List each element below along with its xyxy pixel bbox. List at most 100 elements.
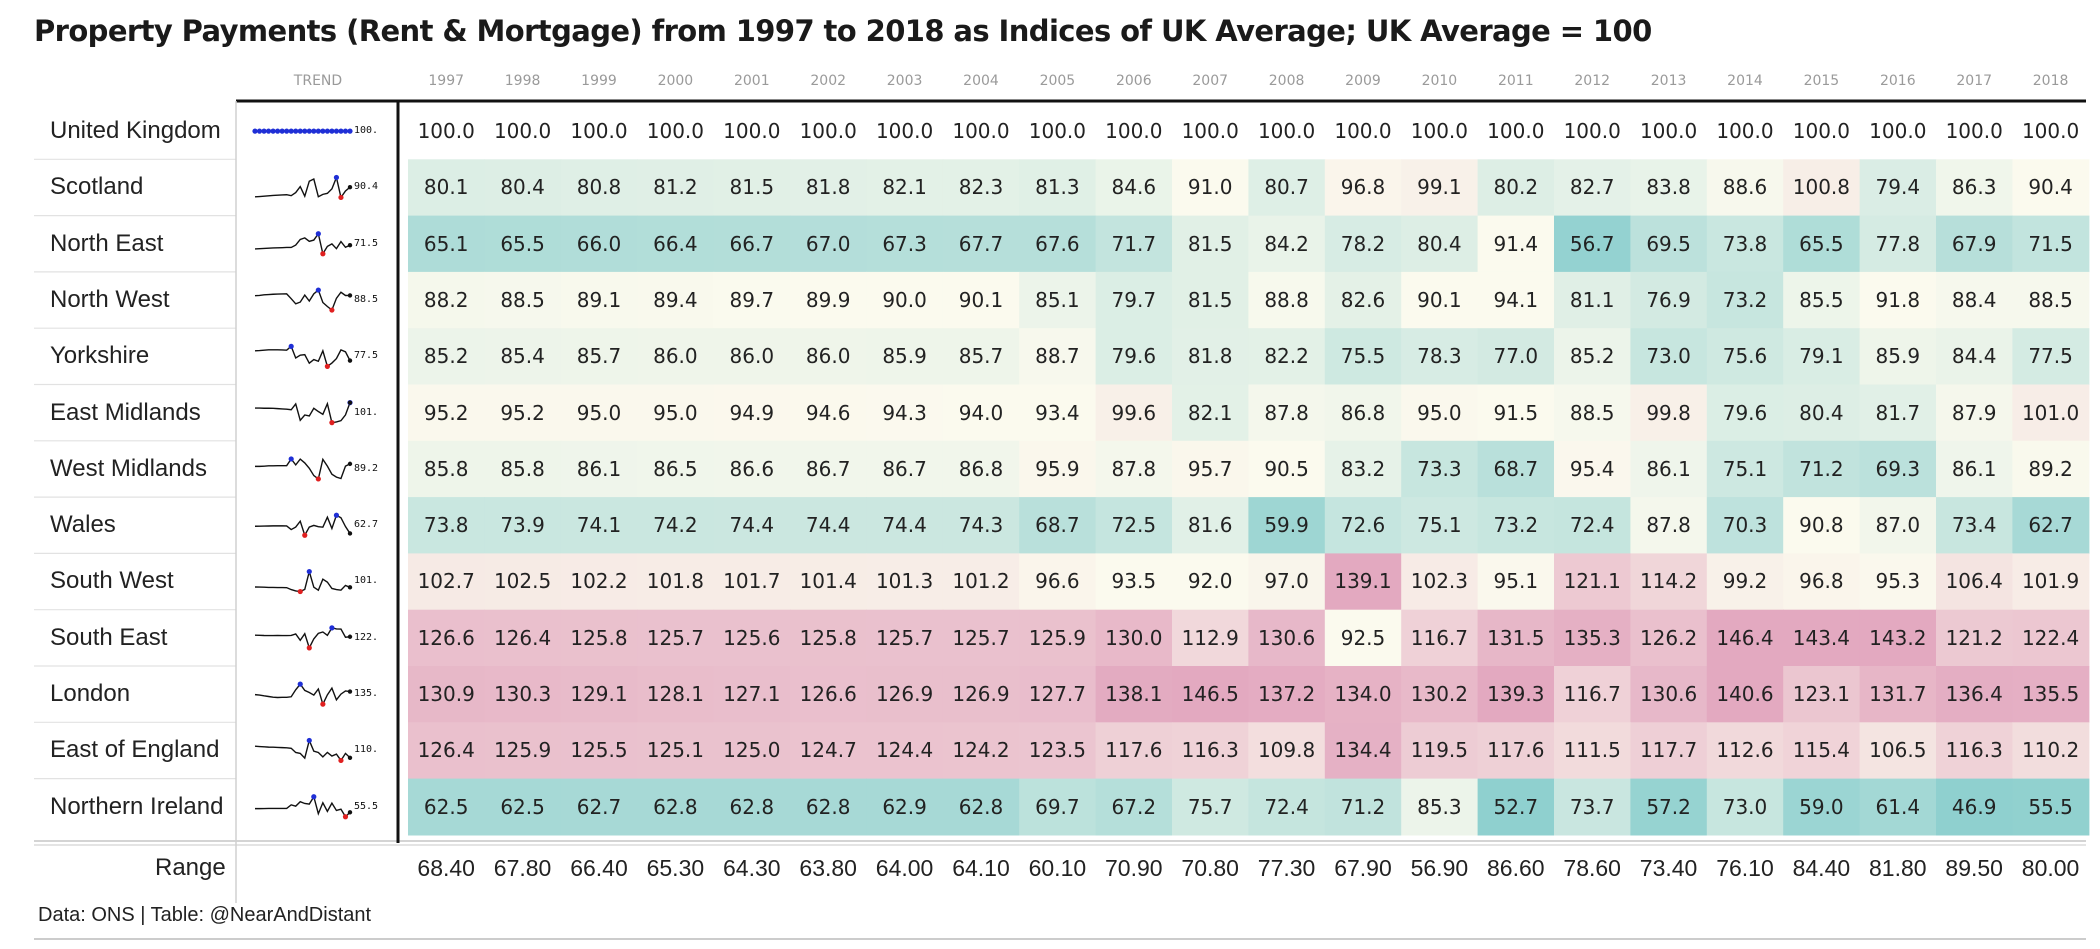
value-cell: 62.8 xyxy=(805,794,851,819)
cell-bg xyxy=(1630,271,1708,329)
value-cell: 95.0 xyxy=(1417,400,1462,425)
cell-bg xyxy=(942,103,1020,160)
row-label: East of England xyxy=(50,736,220,764)
row-label: Northern Ireland xyxy=(50,792,224,820)
cell-bg xyxy=(1095,271,1173,329)
value-cell: 146.5 xyxy=(1181,682,1239,706)
cell-bg xyxy=(484,103,562,160)
cell-bg xyxy=(713,384,791,442)
cell-bg xyxy=(1554,328,1631,386)
cell-bg xyxy=(1706,666,1784,723)
cell-bg xyxy=(866,609,944,667)
value-cell: 67.9 xyxy=(1951,231,1997,256)
value-cell: 124.7 xyxy=(799,738,857,763)
cell-bg xyxy=(484,778,562,836)
value-cell: 114.2 xyxy=(1639,569,1698,594)
sparkline xyxy=(255,794,351,818)
value-cell: 68.7 xyxy=(1493,456,1539,481)
value-cell: 62.5 xyxy=(500,794,545,819)
cell-bg xyxy=(1936,778,2013,836)
cell-bg xyxy=(2012,384,2090,442)
range-cell: 60.10 xyxy=(1028,855,1087,881)
value-cell: 74.4 xyxy=(805,513,851,538)
value-cell: 85.4 xyxy=(500,344,545,369)
cell-bg xyxy=(790,159,867,217)
cell-bg xyxy=(942,215,1020,273)
value-cell: 116.7 xyxy=(1563,682,1621,706)
cell-bg xyxy=(1706,553,1784,611)
trend-end-label: 135. xyxy=(354,688,379,699)
value-cell: 134.4 xyxy=(1334,738,1392,763)
range-cell: 81.80 xyxy=(1869,855,1927,881)
value-cell: 91.4 xyxy=(1493,231,1539,256)
cell-bg xyxy=(866,722,944,780)
value-cell: 73.8 xyxy=(423,513,469,538)
value-cell: 86.1 xyxy=(1646,456,1691,481)
value-cell: 101.8 xyxy=(646,569,705,594)
value-cell: 66.0 xyxy=(576,231,622,256)
value-cell: 115.4 xyxy=(1792,738,1851,763)
cell-bg xyxy=(866,271,944,329)
sparkline-end-point xyxy=(347,634,353,639)
cell-bg xyxy=(1019,384,1097,442)
value-cell: 126.4 xyxy=(417,738,475,763)
trend-end-label: 101. xyxy=(354,575,379,587)
cell-bg xyxy=(1630,159,1708,217)
value-cell: 90.5 xyxy=(1264,456,1309,481)
sparkline-max-point xyxy=(306,737,312,744)
value-cell: 81.5 xyxy=(1187,231,1233,256)
value-cell: 96.6 xyxy=(1035,569,1080,594)
value-cell: 127.1 xyxy=(723,682,781,706)
cell-bg xyxy=(1783,666,1861,723)
cell-bg xyxy=(484,666,562,723)
sparkline-min-point xyxy=(306,645,312,651)
value-cell: 80.4 xyxy=(500,175,545,200)
cell-bg xyxy=(1172,159,1249,217)
value-cell: 131.7 xyxy=(1869,682,1927,706)
value-cell: 89.7 xyxy=(729,287,775,312)
value-cell: 100.0 xyxy=(1334,119,1392,143)
year-header: 1997 xyxy=(428,73,465,89)
cell-bg xyxy=(560,609,638,667)
value-cell: 85.7 xyxy=(576,344,622,369)
range-cell: 84.40 xyxy=(1792,855,1851,881)
value-cell: 99.2 xyxy=(1722,569,1768,594)
cell-bg xyxy=(866,103,944,160)
cell-bg xyxy=(942,722,1020,780)
value-cell: 125.8 xyxy=(570,625,628,650)
cell-bg xyxy=(484,384,562,442)
cell-bg xyxy=(942,553,1020,611)
cell-bg xyxy=(1324,553,1402,611)
cell-bg xyxy=(637,609,715,667)
range-cell: 70.90 xyxy=(1105,855,1163,881)
cell-bg xyxy=(1095,722,1173,780)
sparkline xyxy=(254,345,351,368)
cell-bg xyxy=(637,553,715,611)
cell-bg xyxy=(1324,271,1402,329)
sparkline-end-point xyxy=(347,689,353,694)
value-cell: 86.0 xyxy=(805,344,851,369)
cell-bg xyxy=(637,328,715,386)
value-cell: 100.0 xyxy=(1028,119,1087,143)
sparkline-max-point xyxy=(329,625,335,631)
value-cell: 124.4 xyxy=(875,738,934,763)
value-cell: 65.5 xyxy=(500,231,545,256)
cell-bg xyxy=(1019,553,1097,611)
cell-bg xyxy=(1859,271,1937,329)
value-cell: 62.7 xyxy=(2028,513,2073,538)
cell-bg xyxy=(1706,440,1784,498)
value-cell: 87.9 xyxy=(1951,400,1997,425)
value-cell: 86.0 xyxy=(653,344,698,369)
cell-bg xyxy=(1706,328,1784,386)
value-cell: 88.8 xyxy=(1264,287,1309,312)
sparkline-end-point xyxy=(347,243,353,248)
cell-bg xyxy=(1172,384,1249,442)
value-cell: 77.8 xyxy=(1875,231,1921,256)
year-header: 2013 xyxy=(1650,73,1687,89)
cell-bg xyxy=(408,497,485,554)
cell-bg xyxy=(2012,609,2090,667)
value-cell: 126.6 xyxy=(417,625,475,650)
cell-bg xyxy=(790,271,867,329)
value-cell: 121.2 xyxy=(1945,625,2003,650)
value-cell: 102.7 xyxy=(417,569,475,594)
